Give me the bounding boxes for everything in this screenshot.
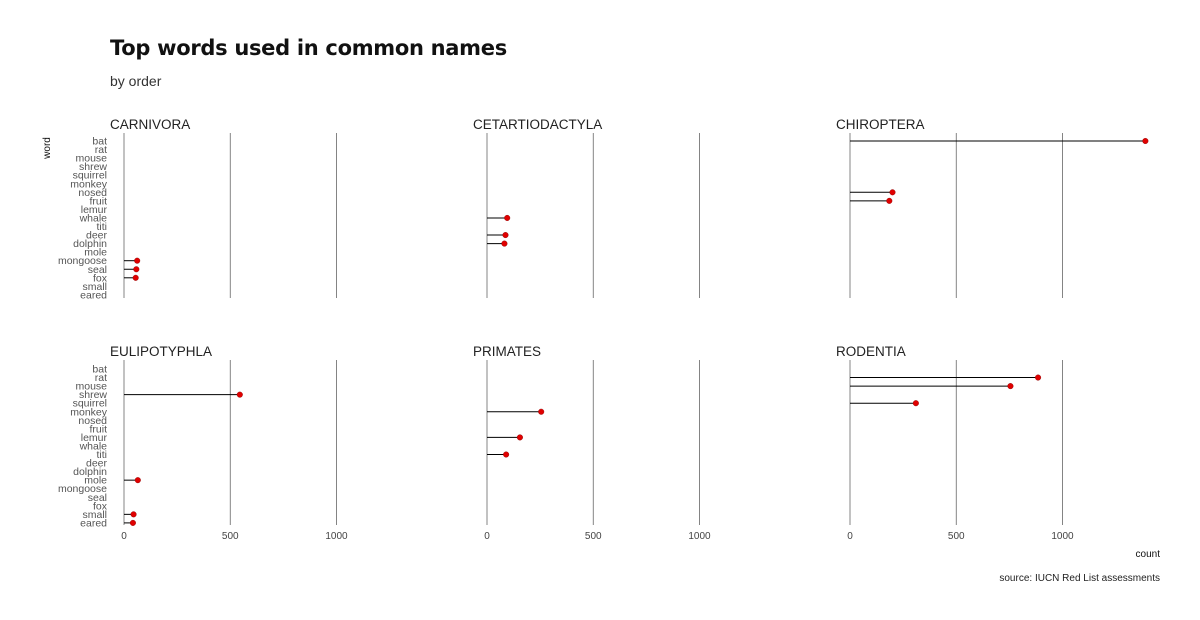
word-label-dolphin-row2: dolphin [73,466,107,478]
word-label-mongoose-row2: mongoose [58,483,107,495]
word-label-lemur-row1: lemur [81,204,108,216]
word-label-dolphin-row1: dolphin [73,238,107,250]
x-tick-label-eulipotyphla-500: 500 [222,531,239,542]
point-rodentia-squirrel [912,400,919,407]
word-label-shrew-row1: shrew [79,161,107,173]
word-label-fox-row1: fox [93,272,108,284]
facet-label-chiroptera: CHIROPTERA [836,117,925,132]
point-chiroptera-nosed [889,189,896,196]
word-label-nosed-row2: nosed [78,415,107,427]
x-tick-label-eulipotyphla-1000: 1000 [325,531,348,542]
word-label-bat-row1: bat [92,136,107,148]
word-label-fruit-row2: fruit [89,423,107,435]
word-label-monkey-row2: monkey [70,406,108,418]
facet-label-cetartiodactyla: CETARTIODACTYLA [473,117,602,132]
x-tick-label-rodentia-500: 500 [948,531,965,542]
word-label-whale-row1: whale [79,212,108,224]
point-eulipotyphla-shrew [236,391,243,398]
facet-label-eulipotyphla: EULIPOTYPHLA [110,344,212,359]
word-label-small-row2: small [82,509,107,521]
word-label-eared-row2: eared [80,517,107,529]
x-tick-label-primates-500: 500 [585,531,602,542]
word-label-eared-row1: eared [80,289,107,301]
chart-subtitle: by order [110,73,162,89]
point-rodentia-mouse [1007,383,1014,390]
point-primates-lemur [516,434,523,441]
point-carnivora-fox [132,274,139,281]
word-label-titi-row1: titi [97,221,108,233]
x-tick-label-primates-1000: 1000 [688,531,711,542]
point-primates-monkey [538,408,545,415]
word-label-squirrel-row1: squirrel [73,170,107,182]
point-rodentia-rat [1035,374,1042,381]
word-label-deer-row2: deer [86,458,108,470]
word-label-fruit-row1: fruit [89,195,107,207]
word-label-nosed-row1: nosed [78,187,107,199]
point-chiroptera-fruit [886,197,893,204]
word-label-deer-row1: deer [86,230,108,242]
facet-label-primates: PRIMATES [473,344,541,359]
word-label-mouse-row2: mouse [75,381,107,393]
word-label-small-row1: small [82,281,107,293]
word-label-rat-row2: rat [95,372,107,384]
word-label-shrew-row2: shrew [79,389,107,401]
y-axis-title: word [42,137,53,160]
word-label-squirrel-row2: squirrel [73,398,107,410]
word-label-lemur-row2: lemur [81,432,108,444]
word-label-seal-row1: seal [88,264,107,276]
point-cetartiodactyla-dolphin [501,240,508,247]
caption: source: IUCN Red List assessments [999,573,1160,584]
point-eulipotyphla-eared [129,519,136,526]
word-label-mongoose-row1: mongoose [58,255,107,267]
word-label-bat-row2: bat [92,364,107,376]
facet-label-carnivora: CARNIVORA [110,117,190,132]
x-axis-title: count [1136,549,1161,560]
chart-title: Top words used in common names [110,36,507,60]
point-carnivora-seal [133,266,140,273]
facet-label-rodentia: RODENTIA [836,344,906,359]
point-eulipotyphla-mole [134,477,141,484]
word-label-titi-row2: titi [97,449,108,461]
x-tick-label-rodentia-1000: 1000 [1051,531,1074,542]
word-label-mouse-row1: mouse [75,153,107,165]
word-label-monkey-row1: monkey [70,178,108,190]
x-tick-label-primates-0: 0 [484,531,490,542]
word-label-whale-row2: whale [79,440,108,452]
point-chiroptera-bat [1142,137,1149,144]
word-label-fox-row2: fox [93,500,108,512]
point-cetartiodactyla-whale [504,214,511,221]
word-label-mole-row2: mole [84,475,107,487]
point-primates-titi [503,451,510,458]
point-eulipotyphla-small [130,511,137,518]
point-carnivora-mongoose [134,257,141,264]
x-tick-label-rodentia-0: 0 [847,531,853,542]
word-label-rat-row1: rat [95,144,107,156]
point-cetartiodactyla-deer [502,232,509,239]
x-tick-label-eulipotyphla-0: 0 [121,531,127,542]
word-label-mole-row1: mole [84,247,107,259]
word-label-seal-row2: seal [88,492,107,504]
